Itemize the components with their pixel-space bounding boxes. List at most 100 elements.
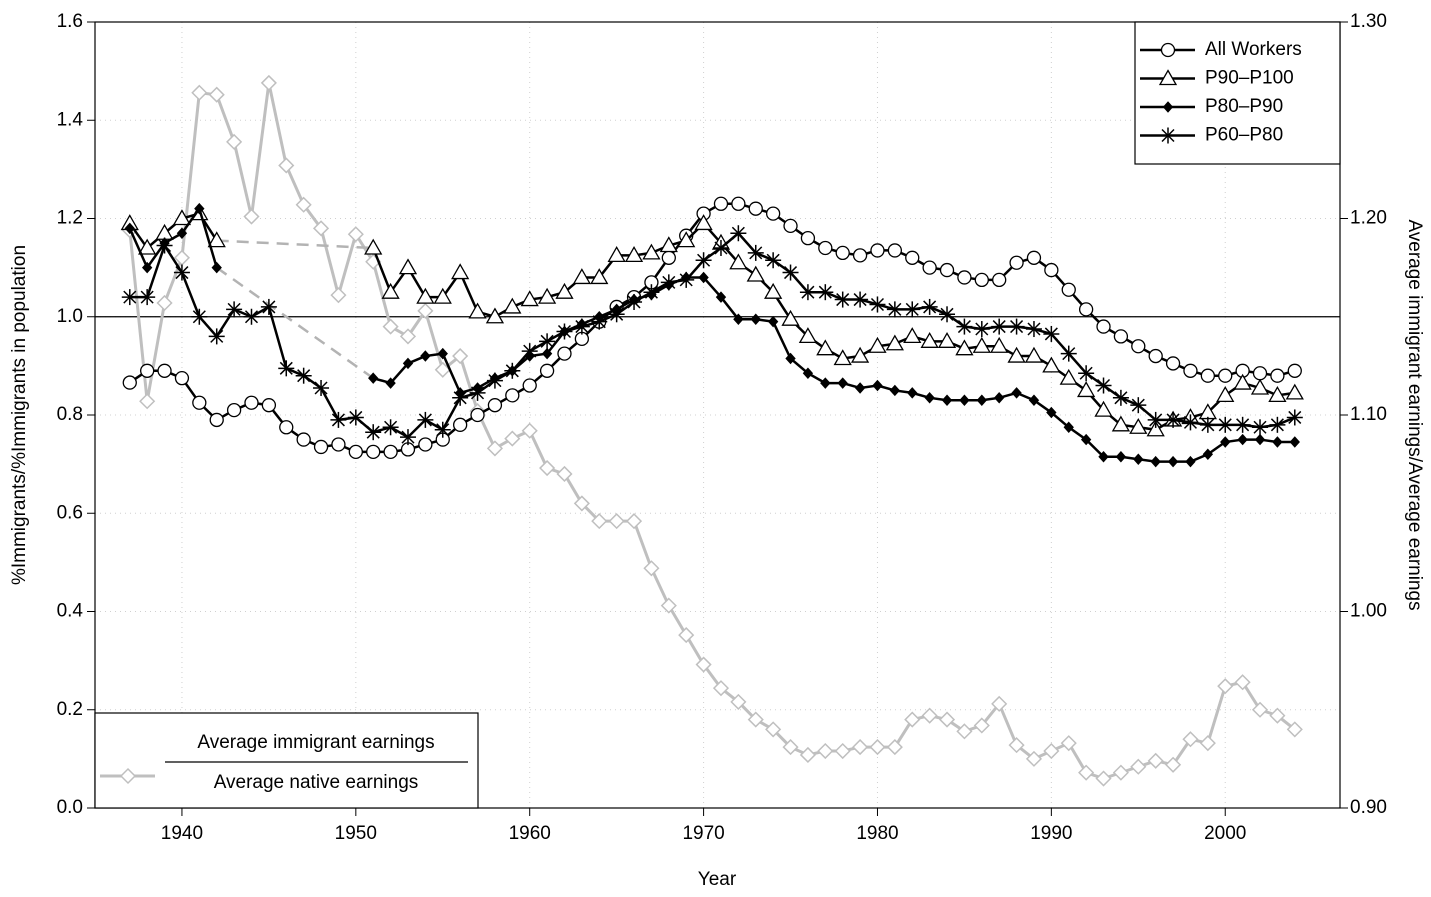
marker	[556, 465, 573, 483]
marker-part	[243, 208, 260, 225]
marker	[537, 287, 557, 304]
marker	[364, 238, 383, 255]
marker	[1112, 389, 1129, 406]
marker	[381, 282, 400, 299]
marker	[1147, 411, 1164, 428]
marker-part	[402, 357, 414, 370]
marker	[1270, 368, 1285, 383]
marker-part	[1098, 451, 1109, 463]
marker	[972, 336, 991, 353]
marker-part	[122, 375, 137, 390]
marker-part	[279, 361, 293, 375]
marker-part	[540, 334, 554, 348]
marker	[139, 393, 156, 410]
marker-part	[785, 352, 796, 365]
marker-part	[798, 327, 818, 344]
marker-part	[713, 196, 729, 211]
marker-part	[385, 377, 396, 389]
marker-part	[1287, 363, 1302, 378]
marker-part	[818, 285, 832, 299]
marker-part	[714, 241, 728, 255]
marker-part	[820, 377, 831, 389]
marker-part	[436, 423, 450, 437]
marker-part	[157, 363, 172, 378]
marker-part	[1285, 383, 1304, 400]
marker-part	[1133, 453, 1144, 465]
marker	[209, 412, 224, 428]
gap-connector	[215, 266, 374, 380]
marker-part	[1114, 391, 1128, 405]
marker	[921, 298, 938, 315]
marker	[783, 218, 798, 234]
marker	[1046, 406, 1057, 419]
y-axis-label: %Immigrants/%Immigrants in population	[9, 245, 30, 585]
marker-part	[937, 332, 957, 348]
marker	[469, 384, 486, 401]
marker-part	[731, 226, 745, 240]
marker-part	[557, 346, 572, 361]
marker-part	[870, 243, 885, 258]
marker-part	[608, 513, 625, 530]
marker-part	[433, 287, 452, 304]
marker	[1252, 366, 1268, 381]
marker	[192, 395, 207, 410]
marker-part	[659, 236, 678, 253]
marker	[1115, 451, 1127, 463]
marker	[1078, 302, 1094, 317]
marker	[1286, 721, 1303, 738]
marker	[870, 243, 885, 258]
marker	[383, 444, 398, 459]
marker	[767, 315, 779, 328]
marker-part	[835, 245, 850, 261]
marker	[678, 627, 695, 644]
marker-part	[523, 344, 537, 358]
marker-part	[698, 271, 709, 284]
marker	[503, 297, 522, 314]
marker	[1165, 756, 1182, 773]
marker	[818, 240, 833, 256]
marker	[1008, 318, 1025, 335]
marker	[573, 495, 590, 512]
marker-part	[661, 250, 676, 265]
marker-part	[124, 222, 135, 235]
marker	[243, 308, 260, 325]
marker	[956, 723, 973, 740]
marker-part	[784, 266, 798, 280]
marker	[156, 294, 173, 312]
marker-part	[1095, 770, 1112, 787]
marker	[889, 384, 901, 397]
y2-axis-label: Average immigrant earnings/Average earni…	[1404, 219, 1425, 610]
x-tick-label: 2000	[1204, 823, 1246, 844]
marker	[1026, 250, 1042, 265]
marker	[833, 349, 852, 366]
marker	[486, 440, 503, 457]
marker-part	[1094, 400, 1113, 417]
marker-part	[226, 402, 242, 418]
marker-part	[781, 309, 800, 326]
marker-part	[972, 336, 991, 353]
marker	[624, 246, 644, 262]
marker-part	[1236, 418, 1250, 432]
marker	[191, 84, 208, 101]
marker	[976, 394, 987, 407]
marker-part	[503, 297, 522, 314]
marker-part	[872, 379, 883, 392]
marker	[642, 243, 661, 260]
marker-part	[1165, 756, 1182, 773]
marker-part	[485, 307, 505, 324]
marker-part	[1270, 418, 1284, 432]
marker-part	[366, 444, 381, 459]
marker	[174, 371, 190, 386]
y2-tick-label: 0.90	[1350, 797, 1387, 818]
marker	[886, 739, 903, 756]
marker	[939, 306, 956, 323]
marker-part	[817, 742, 834, 760]
marker	[279, 420, 294, 435]
marker-part	[279, 420, 294, 435]
marker	[1008, 737, 1025, 754]
marker-part	[1202, 448, 1214, 461]
marker	[713, 196, 729, 211]
marker-part	[1096, 378, 1111, 393]
marker-part	[957, 270, 972, 285]
marker	[1043, 742, 1060, 760]
